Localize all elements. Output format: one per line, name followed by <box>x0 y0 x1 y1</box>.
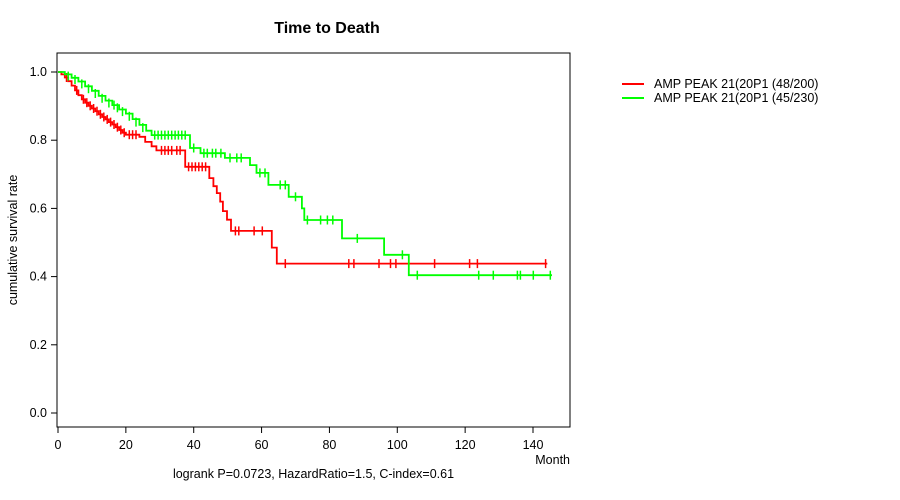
x-tick-label: 0 <box>55 438 62 452</box>
x-tick-label: 100 <box>387 438 408 452</box>
x-tick-label: 40 <box>187 438 201 452</box>
legend-entry: AMP PEAK 21(20P1 (48/200) <box>622 77 818 91</box>
x-tick-label: 80 <box>322 438 336 452</box>
survival-curve-2 <box>58 71 552 277</box>
y-tick-label: 0.2 <box>30 338 47 352</box>
y-tick-label: 0.6 <box>30 201 47 215</box>
legend-entry: AMP PEAK 21(20P1 (45/230) <box>622 91 818 105</box>
x-tick-label: 60 <box>255 438 269 452</box>
legend-line-swatch <box>622 83 644 85</box>
survival-curve-1 <box>58 71 548 265</box>
legend: AMP PEAK 21(20P1 (48/200) AMP PEAK 21(20P… <box>622 77 818 105</box>
censor-ticks-2 <box>67 71 552 280</box>
x-axis-title: Month <box>535 453 570 467</box>
stats-annotation: logrank P=0.0723, HazardRatio=1.5, C-ind… <box>172 467 455 481</box>
x-tick-label: 140 <box>523 438 544 452</box>
x-tick-label: 120 <box>455 438 476 452</box>
legend-label: AMP PEAK 21(20P1 (48/200) <box>654 77 819 91</box>
y-tick-label: 0.4 <box>30 270 47 284</box>
y-tick-label: 0.8 <box>30 133 47 147</box>
x-tick-label: 20 <box>119 438 133 452</box>
chart-title: Time to Death <box>274 20 380 37</box>
censor-ticks-1 <box>65 73 547 269</box>
y-tick-label: 0.0 <box>30 406 47 420</box>
plot-border <box>56 52 571 428</box>
legend-label: AMP PEAK 21(20P1 (45/230) <box>654 91 819 105</box>
legend-line-swatch <box>622 97 644 99</box>
y-tick-label: 1.0 <box>30 65 47 79</box>
